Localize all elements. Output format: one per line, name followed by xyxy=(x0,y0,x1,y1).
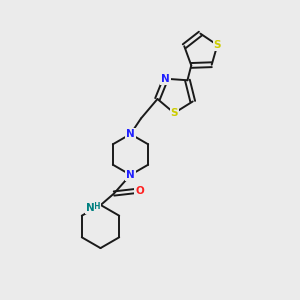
Text: N: N xyxy=(85,203,94,213)
Text: N: N xyxy=(126,170,135,180)
Text: O: O xyxy=(135,186,144,196)
Text: H: H xyxy=(94,202,100,211)
Text: N: N xyxy=(161,74,170,84)
Text: N: N xyxy=(126,129,135,139)
Text: S: S xyxy=(214,40,221,50)
Text: S: S xyxy=(170,108,178,118)
